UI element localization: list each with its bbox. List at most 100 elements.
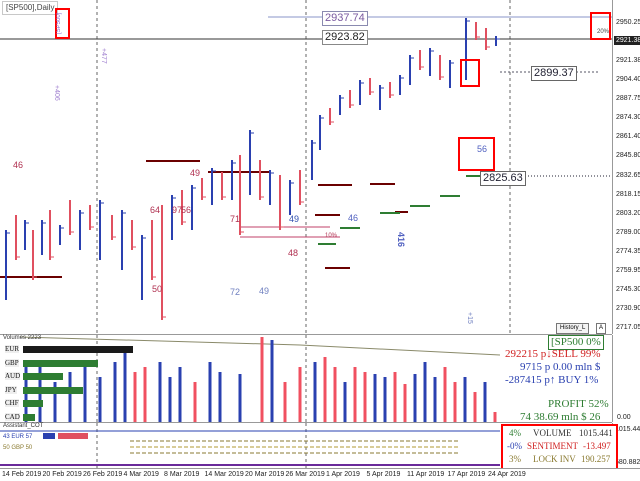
volume-row: 9715 p 0.00 mln $ bbox=[520, 361, 601, 373]
date-axis-tick: 20 Mar 2019 bbox=[245, 471, 285, 478]
sp500-header: [SP500 0% bbox=[548, 335, 604, 350]
date-axis-tick: 8 Mar 2019 bbox=[164, 471, 200, 478]
profit-row: PROFIT 52% bbox=[548, 398, 609, 410]
date-axis-tick: 26 Feb 2019 bbox=[83, 471, 123, 478]
date-axis-tick: 4 Mar 2019 bbox=[123, 471, 159, 478]
symbol-side-marker bbox=[55, 8, 70, 39]
price-axis-tick: 2874.30 bbox=[616, 114, 640, 122]
level-label-2923: 2923.82 bbox=[322, 30, 368, 45]
info-lock-label: LOCK INV bbox=[533, 454, 576, 464]
pair-label: CAD bbox=[5, 412, 20, 421]
date-axis-tick: 20 Feb 2019 bbox=[42, 471, 82, 478]
level-label-2937: 2937.74 bbox=[322, 11, 368, 26]
annotation-15: +15 bbox=[466, 312, 473, 324]
chart-title: [SP500],Daily bbox=[2, 1, 59, 15]
volumes-axis-label: 0.00 bbox=[617, 414, 631, 421]
assistant-title: Assistant_COT bbox=[3, 423, 44, 429]
pair-strength-bar bbox=[23, 359, 98, 367]
history-button-box[interactable]: A bbox=[596, 323, 606, 334]
assistant-axis-bottom: 580.8827 bbox=[615, 459, 640, 466]
annotation-406: +406 bbox=[53, 85, 60, 101]
highlight-box-top-right bbox=[590, 12, 611, 40]
info-volume-value: 1015.441 bbox=[579, 428, 613, 438]
pair-strength-bar bbox=[23, 386, 83, 394]
price-axis-tick: 2717.05 bbox=[616, 324, 640, 331]
cot-eur: 43 EUR 57 bbox=[3, 434, 33, 440]
current-price-tag: 2921.38 bbox=[614, 36, 640, 45]
volumes-axis: 0.00 bbox=[612, 335, 640, 422]
date-axis-tick: 11 Apr 2019 bbox=[407, 471, 445, 478]
price-axis-tick: 2730.90 bbox=[616, 304, 640, 312]
price-axis-tick: 2887.75 bbox=[616, 95, 640, 103]
cot-gbp: 50 GBP 50 bbox=[3, 445, 33, 451]
volumes-panel[interactable]: Volumes 2223 EUR GBP AUD JPY CHF CAD [SP500 0… bbox=[0, 335, 612, 423]
level-label-2899: 2899.37 bbox=[531, 66, 577, 81]
pair-label: CHF bbox=[5, 399, 19, 407]
annotation-49c: 49 bbox=[259, 286, 270, 296]
percent-tag: 20% bbox=[597, 29, 610, 35]
annotation-48: 48 bbox=[288, 248, 299, 258]
history-button[interactable]: History_L bbox=[556, 323, 590, 334]
symbol-side-label: [SP500] bbox=[56, 12, 62, 34]
price-axis-tick: 2904.40 bbox=[616, 76, 640, 84]
annotation-72: 72 bbox=[230, 287, 241, 297]
info-volume-pct: 4% bbox=[509, 428, 521, 438]
annotation-46b: 46 bbox=[348, 213, 359, 223]
price-axis-tick: 2789.00 bbox=[616, 228, 640, 236]
price-axis-tick: 2861.40 bbox=[616, 133, 640, 141]
info-lock-value: 190.257 bbox=[581, 454, 611, 464]
price-axis-tick: 2818.15 bbox=[616, 190, 640, 198]
date-axis-tick: 14 Feb 2019 bbox=[2, 471, 42, 478]
pair-label: GBP bbox=[5, 358, 19, 367]
highlight-box-center bbox=[458, 137, 495, 171]
annotation-477: +477 bbox=[100, 48, 107, 64]
highlight-box-ticker bbox=[460, 59, 480, 87]
price-axis[interactable]: 2950.252933.702921.382904.402887.752874.… bbox=[612, 0, 640, 334]
annotation-46: 46 bbox=[13, 160, 24, 170]
price-axis-tick: 2921.38 bbox=[616, 57, 640, 65]
date-axis-tick: 26 Mar 2019 bbox=[285, 471, 325, 478]
price-axis-tick: 2845.80 bbox=[616, 152, 640, 160]
buy-row: -287415 p↑ BUY 1% bbox=[505, 374, 599, 386]
volumes-canvas bbox=[19, 335, 501, 422]
price-axis-tick: 2774.35 bbox=[616, 247, 640, 255]
annotation-49: 49 bbox=[190, 168, 201, 178]
price-chart[interactable]: [SP500],Daily [SP500] 2937.74 2923.82 28… bbox=[0, 0, 612, 335]
pair-label: JPY bbox=[5, 385, 17, 394]
date-axis-tick: 14 Mar 2019 bbox=[204, 471, 244, 478]
price-axis-tick: 2832.65 bbox=[616, 171, 640, 179]
assistant-axis-top: 1015.441 bbox=[615, 426, 640, 433]
annotation-50: 50 bbox=[152, 284, 163, 294]
date-axis[interactable]: 14 Feb 2019 20 Feb 2019 26 Feb 2019 4 Mar 2… bbox=[0, 468, 640, 481]
pair-label: EUR bbox=[5, 345, 19, 353]
info-sentiment-value: -13.497 bbox=[583, 441, 611, 451]
info-sentiment-label: SENTIMENT bbox=[527, 441, 578, 451]
info-volume-label: VOLUME bbox=[533, 428, 572, 438]
assistant-canvas bbox=[0, 423, 500, 468]
info-sentiment-pct: -0% bbox=[507, 441, 522, 451]
money-row: 74 38.69 mln $ 26 bbox=[520, 411, 601, 423]
annotation-71: 71 bbox=[230, 214, 241, 224]
annotation-56: 56 bbox=[181, 205, 192, 215]
pair-strength-bar bbox=[23, 373, 63, 380]
pair-strength-bar bbox=[23, 413, 35, 421]
pair-strength-bar bbox=[23, 346, 133, 353]
annotation-56-red: 56 bbox=[477, 144, 488, 154]
pair-strength-bar bbox=[23, 400, 43, 407]
level-label-2825: 2825.63 bbox=[480, 171, 526, 186]
price-axis-tick: 2759.95 bbox=[616, 266, 640, 274]
annotation-416: 416 bbox=[396, 232, 406, 248]
info-box: 4% VOLUME 1015.441 -0% SENTIMENT -13.497… bbox=[501, 424, 618, 470]
date-axis-tick: 24 Apr 2019 bbox=[488, 471, 526, 478]
sell-row: 292215 p↓SELL 99% bbox=[505, 348, 601, 360]
annotation-10pct: 10% bbox=[325, 233, 338, 239]
volumes-title: Volumes 2223 bbox=[3, 335, 42, 341]
date-axis-tick: 5 Apr 2019 bbox=[366, 471, 401, 478]
price-axis-tick: 2950.25 bbox=[616, 19, 640, 26]
date-axis-tick: 17 Apr 2019 bbox=[447, 471, 486, 478]
price-axis-tick: 2745.30 bbox=[616, 285, 640, 293]
pair-label: AUD bbox=[5, 372, 21, 380]
price-chart-canvas bbox=[0, 0, 612, 334]
annotation-49b: 49 bbox=[289, 214, 300, 224]
annotation-97: 97 bbox=[172, 205, 183, 215]
